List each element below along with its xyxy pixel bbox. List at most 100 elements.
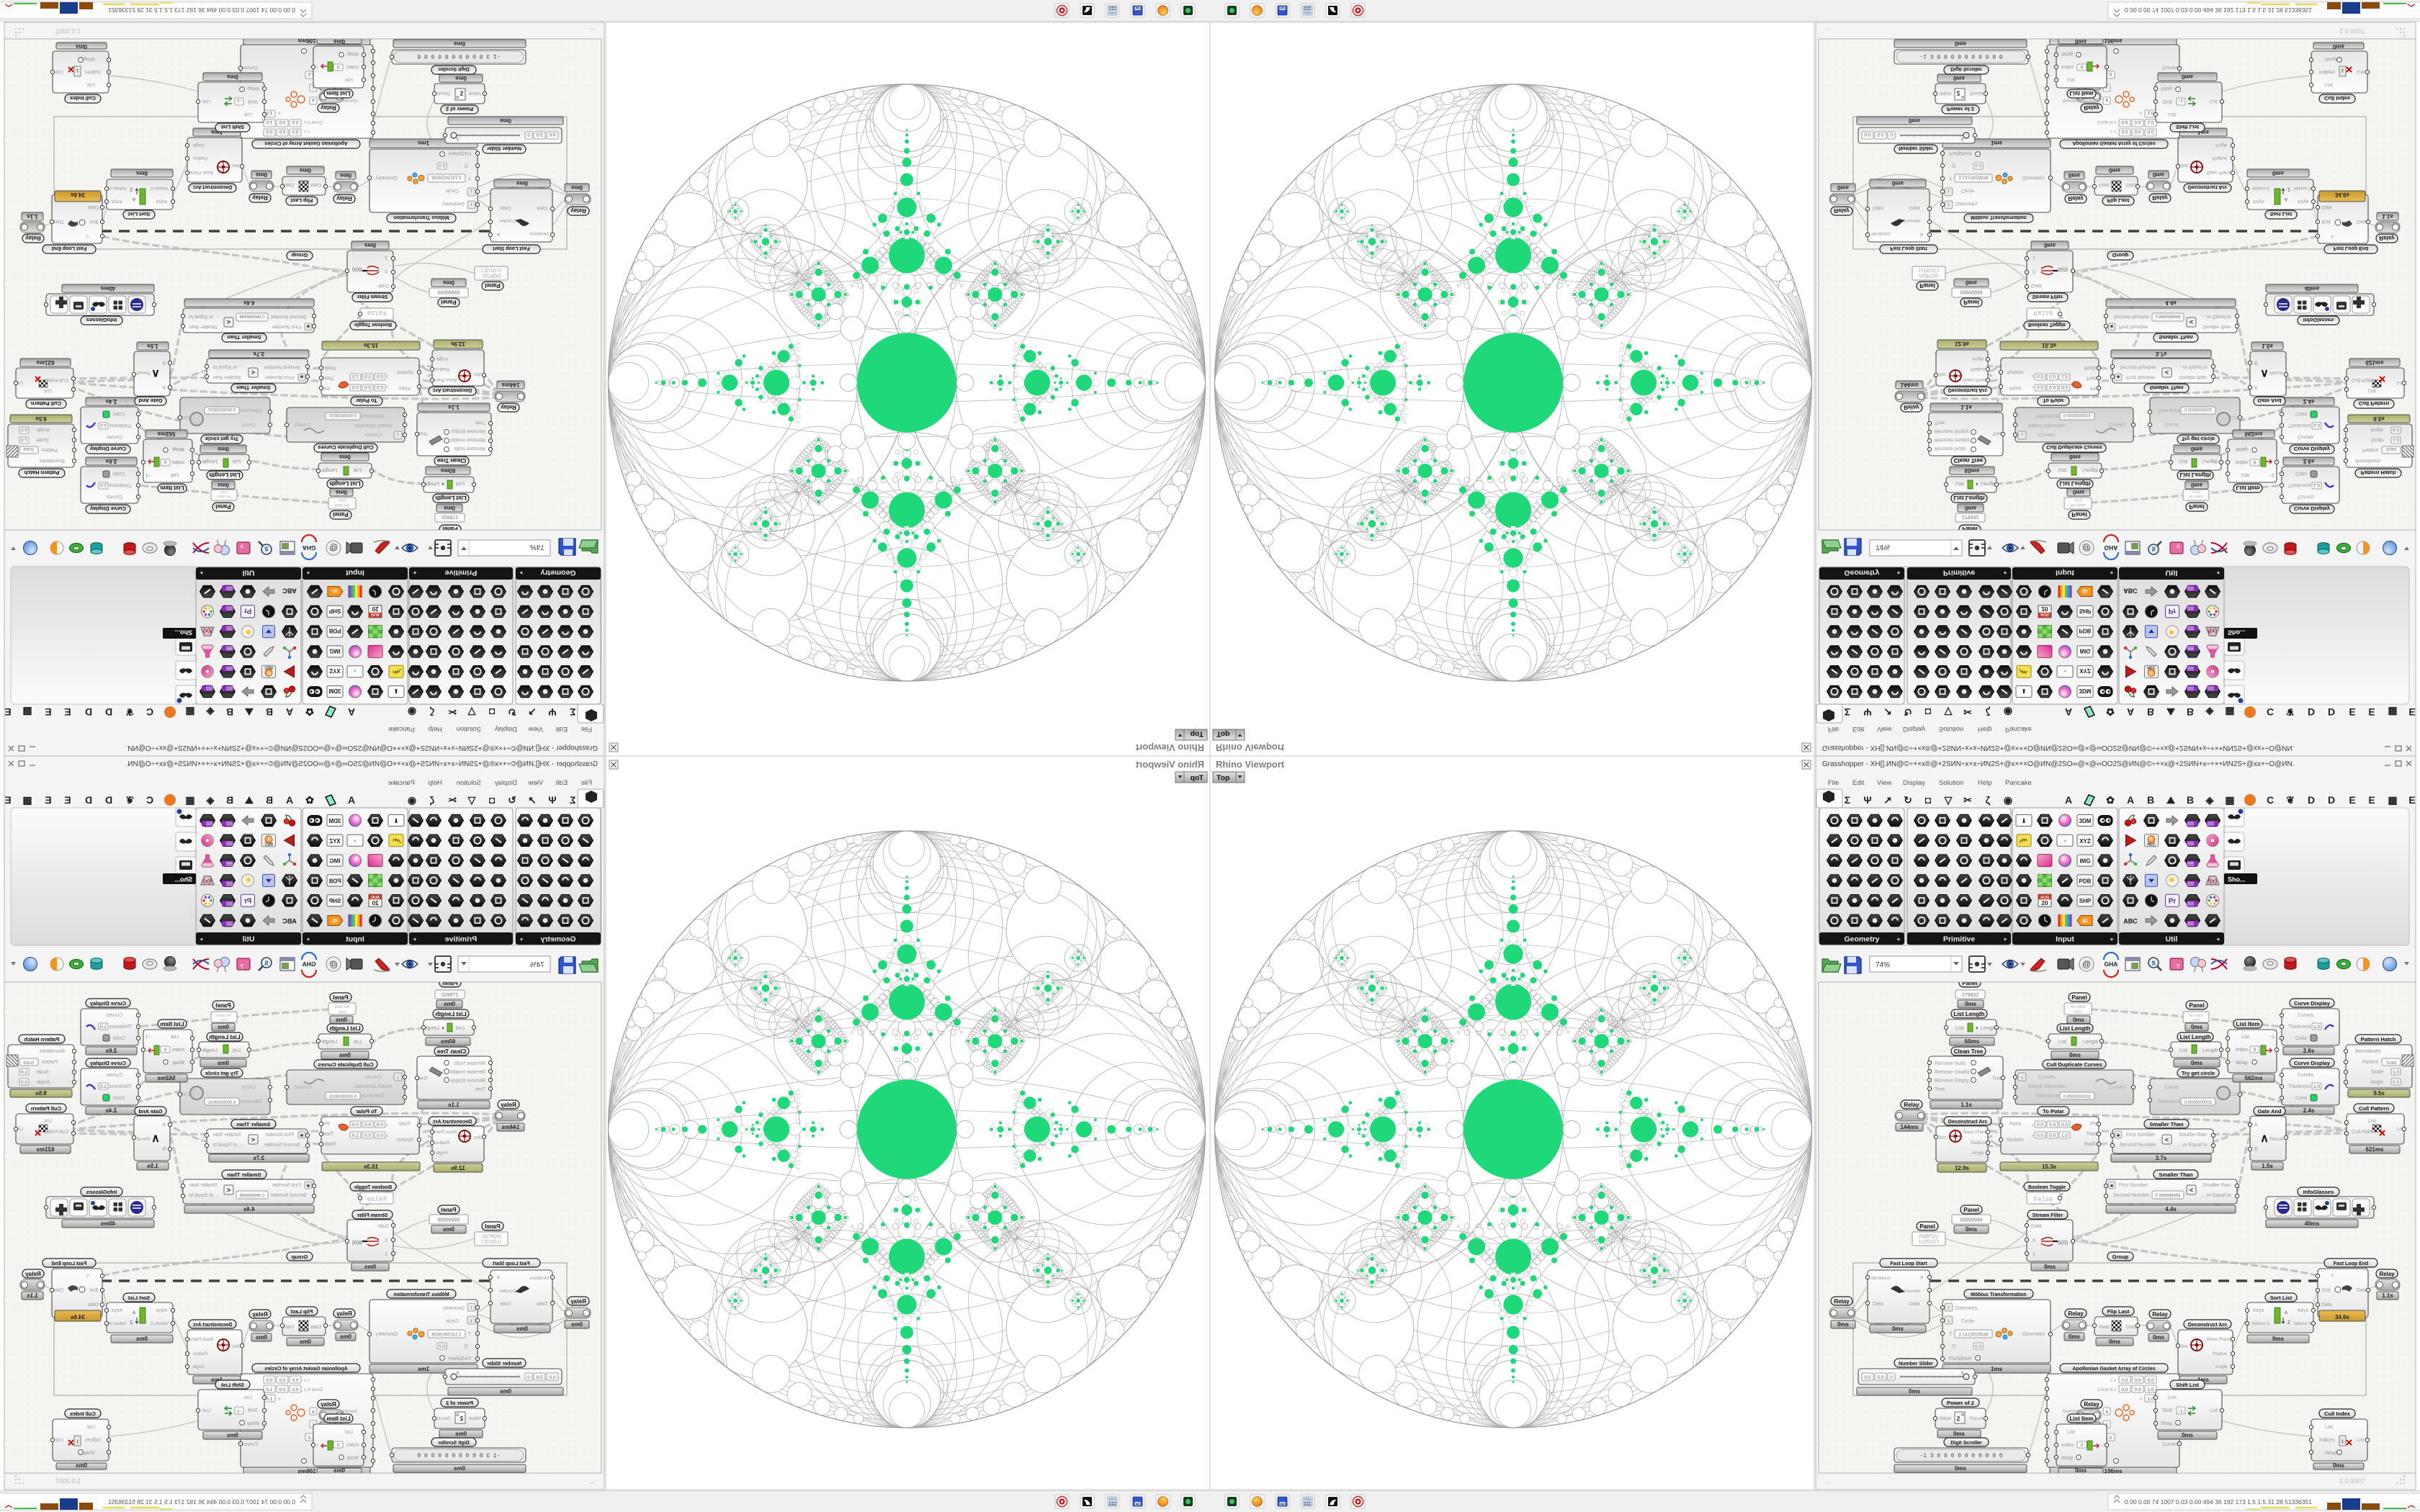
svg-text:0: 0 [2254, 1048, 2257, 1053]
svg-text:Circle N x: Circle N x [2097, 1388, 2116, 1392]
svg-text:Apollonian Gasket Array of Cir: Apollonian Gasket Array of Circles [2072, 1367, 2155, 1372]
svg-text:Geometry: Geometry [1844, 935, 1879, 944]
svg-text:Display: Display [1903, 779, 1925, 787]
svg-text:↓: ↓ [1948, 1319, 1950, 1324]
svg-text:List: List [2357, 1438, 2365, 1443]
svg-text:Deconstruct Arc: Deconstruct Arc [1948, 1120, 1987, 1125]
svg-text:No data: No data [2070, 1005, 2086, 1009]
svg-text:B: B [2187, 794, 2194, 806]
svg-text:1: 1 [2105, 1423, 2108, 1428]
svg-text:Angle: Angle [2215, 1364, 2228, 1369]
svg-text:Tree: Tree [1935, 1087, 1945, 1092]
svg-text:▽: ▽ [1944, 794, 1953, 806]
svg-text:was: was [2192, 1018, 2200, 1022]
svg-text:Curve: Curve [2164, 1084, 2179, 1090]
svg-text:Smaller Than: Smaller Than [2149, 1121, 2184, 1128]
svg-text:Length: Length [1981, 1025, 1997, 1031]
svg-text:Thickness: Thickness [2288, 1084, 2311, 1089]
svg-text:Smaller than: Smaller than [2202, 1183, 2231, 1188]
svg-text:4.4s: 4.4s [2165, 1206, 2177, 1212]
svg-text:1.0: 1.0 [2313, 1025, 2320, 1030]
svg-text:Smaller than: Smaller than [2179, 1133, 2207, 1138]
svg-text:List: List [2168, 1395, 2176, 1400]
svg-text:Iterations: Iterations [1871, 1276, 1891, 1281]
svg-text:1.0.0007: 1.0.0007 [2339, 1477, 2365, 1485]
svg-text:34.6s: 34.6s [2335, 1314, 2350, 1320]
svg-text:◉: ◉ [2004, 794, 2012, 806]
svg-text:1: 1 [2033, 1252, 2035, 1257]
svg-text:✦: ✦ [2216, 937, 2221, 943]
svg-text:Group: Group [2112, 1254, 2129, 1260]
svg-text:List: List [1955, 1025, 1965, 1031]
svg-text:Geometry: Geometry [1955, 1306, 1978, 1311]
svg-text:0ms: 0ms [2075, 1467, 2087, 1474]
svg-text:0ms: 0ms [2073, 1017, 2085, 1023]
svg-text:0.0: 0.0 [2061, 1122, 2068, 1128]
svg-text:∧: ∧ [2260, 1133, 2269, 1145]
svg-text:Data: Data [2357, 1288, 2367, 1293]
svg-text:List: List [2325, 1425, 2333, 1430]
svg-text:1.1s: 1.1s [2382, 1292, 2393, 1299]
svg-text:Remove Nulls: Remove Nulls [1935, 1061, 1966, 1066]
svg-text:562ms: 562ms [2245, 1075, 2263, 1081]
svg-text:GHA: GHA [2105, 960, 2118, 968]
svg-text:Curves: Curves [2038, 1074, 2056, 1080]
svg-text:ID.: ID. [2082, 918, 2089, 924]
svg-text:Remove Invalid: Remove Invalid [1935, 1070, 1969, 1075]
svg-text:Wrap: Wrap [2161, 1421, 2173, 1426]
svg-text:1.5s: 1.5s [2262, 1163, 2273, 1169]
svg-text:0.0000000001: 0.0000000001 [2063, 1095, 2092, 1099]
svg-text:1ms: 1ms [1991, 1366, 2003, 1372]
svg-text:Radius: Radius [2084, 1142, 2100, 1147]
svg-text:Phi: Phi [2090, 1122, 2098, 1127]
svg-text:3.7s: 3.7s [2156, 1155, 2167, 1161]
svg-text:↓: ↓ [2021, 1076, 2024, 1081]
svg-text:f(x): f(x) [2208, 877, 2217, 884]
svg-text:Gate: Gate [2031, 1224, 2042, 1229]
svg-text:Second Number: Second Number [2120, 1143, 2156, 1148]
svg-text:(SQRT(2)-: (SQRT(2)- [1919, 1235, 1939, 1239]
svg-text:Data: Data [1909, 1302, 1920, 1307]
svg-text:D: D [2308, 794, 2315, 806]
svg-text:List: List [2067, 1430, 2075, 1435]
svg-text:Shift List: Shift List [2176, 1382, 2200, 1388]
svg-text:n: n [2140, 1398, 2142, 1402]
svg-text:Radius: Radius [1971, 1140, 1986, 1146]
svg-text:<: < [2331, 1272, 2334, 1279]
svg-text:0ms: 0ms [2191, 1060, 2203, 1066]
svg-text:List: List [2058, 1040, 2066, 1045]
svg-text:A: A [2065, 794, 2072, 806]
svg-text:Wrap: Wrap [2325, 1451, 2337, 1456]
svg-text:Relay: Relay [2379, 1271, 2395, 1277]
svg-text:0ms: 0ms [2069, 1333, 2081, 1340]
svg-text:PDB: PDB [2079, 878, 2092, 884]
svg-text:Point: Point [2009, 1122, 2021, 1127]
svg-text:0ms: 0ms [1965, 1001, 1977, 1007]
svg-text:List: List [2210, 1408, 2218, 1413]
svg-text:Match Direction: Match Direction [2028, 1083, 2066, 1089]
svg-text:Pattern Hatch: Pattern Hatch [2361, 1036, 2396, 1043]
svg-text:0.0: 0.0 [2134, 1387, 2141, 1392]
svg-text:3DM: 3DM [2079, 818, 2092, 824]
svg-text:Tree: Tree [1992, 1076, 2002, 1081]
svg-text:Value: Value [1939, 1416, 1951, 1421]
svg-text:List: List [2397, 1127, 2405, 1132]
svg-text:Digit Scroller: Digit Scroller [1950, 1441, 1982, 1446]
svg-text:Ψ: Ψ [1863, 794, 1871, 806]
svg-text:Number Slider: Number Slider [1899, 1362, 1933, 1367]
svg-text:... or Equal to: ... or Equal to [2177, 1143, 2208, 1148]
svg-text:▩: ▩ [2388, 794, 2397, 806]
svg-text:... or Equal to: ... or Equal to [2201, 1193, 2231, 1198]
svg-text:9.5s: 9.5s [2373, 1090, 2385, 1097]
svg-text:Clean Tree: Clean Tree [1954, 1048, 1984, 1055]
svg-text:List Length: List Length [2179, 1034, 2210, 1040]
svg-text:>: > [1920, 1274, 1924, 1281]
svg-text:Wrap: Wrap [2236, 1061, 2248, 1066]
svg-text:D: D [2328, 794, 2335, 806]
svg-text:Angle: Angle [1972, 1151, 1984, 1156]
svg-text:List: List [2368, 1119, 2376, 1124]
svg-text:Base Plane: Base Plane [2207, 1337, 2231, 1342]
svg-text:0.0: 0.0 [2393, 1080, 2399, 1085]
svg-text:▦: ▦ [2225, 794, 2234, 806]
svg-text:InfoGlasses: InfoGlasses [2303, 1189, 2334, 1195]
